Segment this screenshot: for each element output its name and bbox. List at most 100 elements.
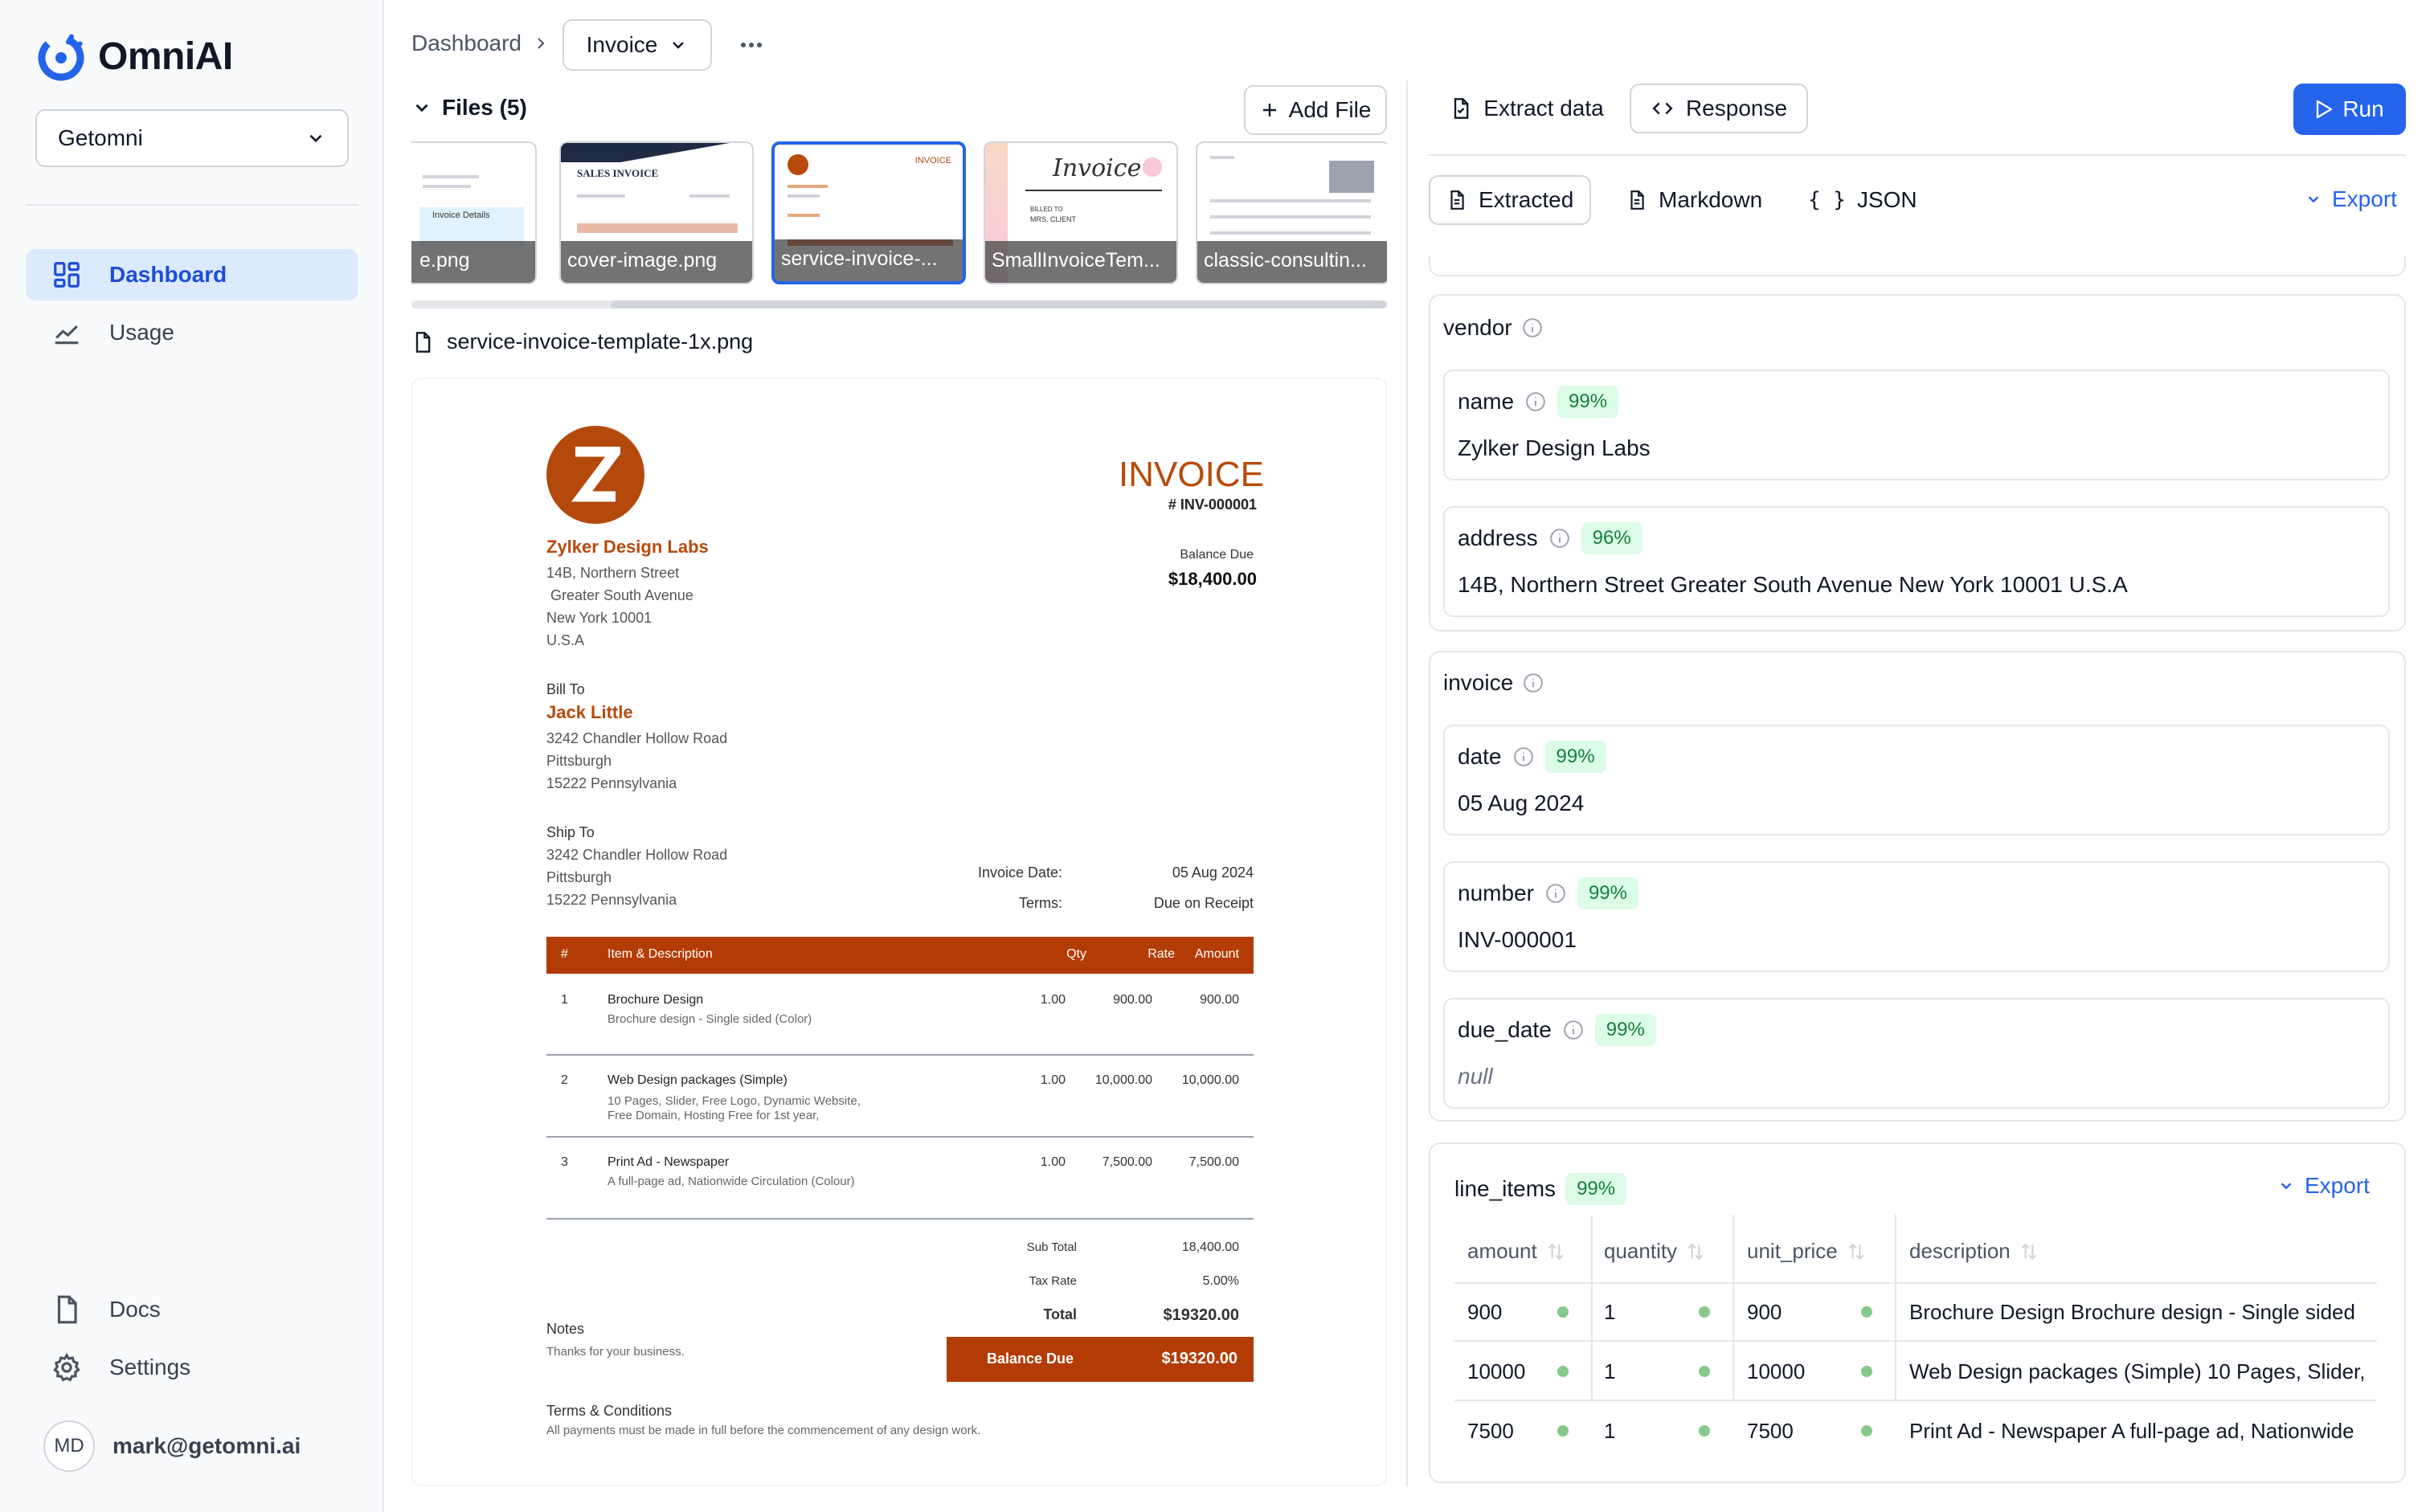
field-invoice-number[interactable] — [1443, 861, 2390, 972]
thumb-preview-text: Invoice Details — [432, 210, 490, 220]
info-icon[interactable] — [1545, 883, 1566, 904]
vendor-title: vendor — [1443, 315, 1543, 341]
company-name: Zylker Design Labs — [546, 537, 709, 557]
column-divider — [1732, 1215, 1734, 1400]
thumb-preview-image — [1329, 161, 1374, 193]
column-header-unit-price[interactable]: unit_price — [1747, 1239, 1867, 1264]
files-count: Files (5) — [442, 95, 527, 120]
info-icon[interactable] — [1523, 672, 1544, 693]
file-thumbnail[interactable]: Invoice Details e.png — [411, 141, 537, 284]
sidebar-item-settings[interactable]: Settings — [26, 1342, 358, 1393]
document-type-value: Invoice — [586, 32, 658, 57]
confidence-dot — [1699, 1366, 1710, 1377]
info-icon[interactable] — [1522, 317, 1543, 338]
notes-label: Notes — [546, 1321, 585, 1337]
column-header-description[interactable]: description — [1909, 1239, 2039, 1264]
sidebar-item-usage[interactable]: Usage — [26, 307, 358, 358]
row-qty: 1.00 — [1040, 1155, 1066, 1169]
tab-label: Extracted — [1479, 187, 1574, 212]
file-thumbnail[interactable]: Invoice BILLED TO MRS. CLIENT SmallInvoi… — [984, 141, 1178, 284]
run-button[interactable]: Run — [2293, 84, 2406, 135]
row-rate: 7,500.00 — [1102, 1155, 1152, 1169]
cell-quantity[interactable]: 1 — [1604, 1419, 1616, 1443]
sidebar-item-label: Usage — [109, 320, 174, 345]
avatar: MD — [43, 1420, 95, 1472]
tax-rate-label: Tax Rate — [1029, 1274, 1077, 1288]
group-label: invoice — [1443, 670, 1514, 695]
row-divider — [546, 1136, 1254, 1138]
row-item-desc: 10 Pages, Slider, Free Logo, Dynamic Web… — [608, 1094, 861, 1108]
cell-amount[interactable]: 7500 — [1467, 1419, 1514, 1443]
cell-unit-price[interactable]: 7500 — [1747, 1419, 1794, 1443]
tab-label: Markdown — [1659, 187, 1763, 212]
thumb-preview-rule — [1025, 190, 1162, 191]
thumb-preview-header — [561, 143, 752, 162]
info-icon[interactable] — [1525, 391, 1546, 412]
cell-amount[interactable]: 900 — [1467, 1300, 1503, 1324]
row-number: 2 — [561, 1073, 568, 1087]
invoice-number: # INV-000001 — [1168, 497, 1257, 513]
column-header-amount[interactable]: amount — [1467, 1239, 1566, 1264]
column-header-label: description — [1909, 1239, 2011, 1263]
balance-bar-value: $19320.00 — [1161, 1350, 1238, 1367]
info-icon[interactable] — [1513, 746, 1534, 767]
extract-data-button[interactable]: Extract data — [1437, 84, 1617, 133]
response-button[interactable]: Response — [1630, 84, 1808, 133]
cell-amount[interactable]: 10000 — [1467, 1359, 1526, 1383]
file-thumbnail-selected[interactable]: INVOICE service-invoice-... — [771, 141, 966, 284]
tab-extracted[interactable]: Extracted — [1429, 175, 1592, 225]
sidebar-item-docs[interactable]: Docs — [26, 1284, 358, 1335]
sidebar-item-label: Settings — [109, 1355, 191, 1379]
confidence-dot — [1861, 1366, 1872, 1377]
file-extract-icon — [1454, 98, 1469, 119]
cell-description[interactable]: Web Design packages (Simple) 10 Pages, S… — [1909, 1359, 2366, 1383]
export-button[interactable]: Export — [2305, 186, 2397, 212]
confidence-dot — [1557, 1306, 1569, 1318]
braces-icon: { } — [1808, 188, 1846, 212]
column-header-quantity[interactable]: quantity — [1604, 1239, 1706, 1264]
table-divider — [1454, 1282, 2377, 1284]
tab-json[interactable]: { } JSON — [1808, 175, 1917, 225]
row-qty: 1.00 — [1040, 993, 1066, 1007]
field-value: Zylker Design Labs — [1458, 435, 1651, 460]
row-item-title: Web Design packages (Simple) — [608, 1073, 788, 1087]
file-thumbnail[interactable]: classic-consultin... — [1196, 141, 1387, 284]
user-menu[interactable]: MD mark@getomni.ai — [43, 1420, 301, 1472]
more-options-button[interactable] — [731, 19, 771, 71]
chevron-down-icon — [415, 104, 428, 112]
info-icon[interactable] — [1549, 528, 1570, 549]
row-number: 1 — [561, 993, 568, 1007]
cell-description[interactable]: Print Ad - Newspaper A full-page ad, Nat… — [1909, 1419, 2354, 1443]
cell-quantity[interactable]: 1 — [1604, 1300, 1616, 1324]
column-divider — [1895, 1215, 1896, 1400]
response-label: Response — [1685, 96, 1788, 121]
info-icon[interactable] — [1563, 1020, 1584, 1040]
cell-description[interactable]: Brochure Design Brochure design - Single… — [1909, 1300, 2355, 1324]
col-number: # — [561, 947, 568, 961]
line-items-export-button[interactable]: Export — [2277, 1173, 2370, 1199]
document-icon — [57, 1295, 77, 1324]
plus-icon — [1262, 104, 1276, 116]
more-horizontal-icon — [741, 43, 762, 47]
files-toggle[interactable]: Files (5) — [411, 95, 527, 121]
add-file-button[interactable]: Add File — [1244, 85, 1387, 135]
thumbnails-scrollbar-thumb[interactable] — [611, 300, 1387, 309]
invoice-date-label: Invoice Date: — [977, 864, 1062, 881]
document-type-select[interactable]: Invoice — [562, 19, 712, 71]
cell-unit-price[interactable]: 10000 — [1747, 1359, 1806, 1383]
cell-quantity[interactable]: 1 — [1604, 1359, 1616, 1383]
breadcrumb-root[interactable]: Dashboard — [411, 31, 522, 55]
brand[interactable]: OmniAI — [35, 31, 233, 82]
sub-total-value: 18,400.00 — [1181, 1240, 1239, 1254]
sidebar-item-dashboard[interactable]: Dashboard — [26, 249, 358, 300]
omniai-logo-icon — [38, 34, 84, 81]
invoice-title-group: invoice — [1443, 670, 1544, 696]
selected-file-title: service-invoice-template-1x.png — [411, 329, 753, 354]
cell-unit-price[interactable]: 900 — [1747, 1300, 1782, 1324]
confidence-badge: 99% — [1565, 1173, 1627, 1205]
file-thumbnail[interactable]: SALES INVOICE cover-image.png — [559, 141, 754, 284]
row-rate: 10,000.00 — [1094, 1073, 1152, 1087]
total-label: Total — [1043, 1306, 1077, 1322]
tab-markdown[interactable]: Markdown — [1626, 175, 1762, 225]
organization-select[interactable]: Getomni — [35, 109, 349, 167]
